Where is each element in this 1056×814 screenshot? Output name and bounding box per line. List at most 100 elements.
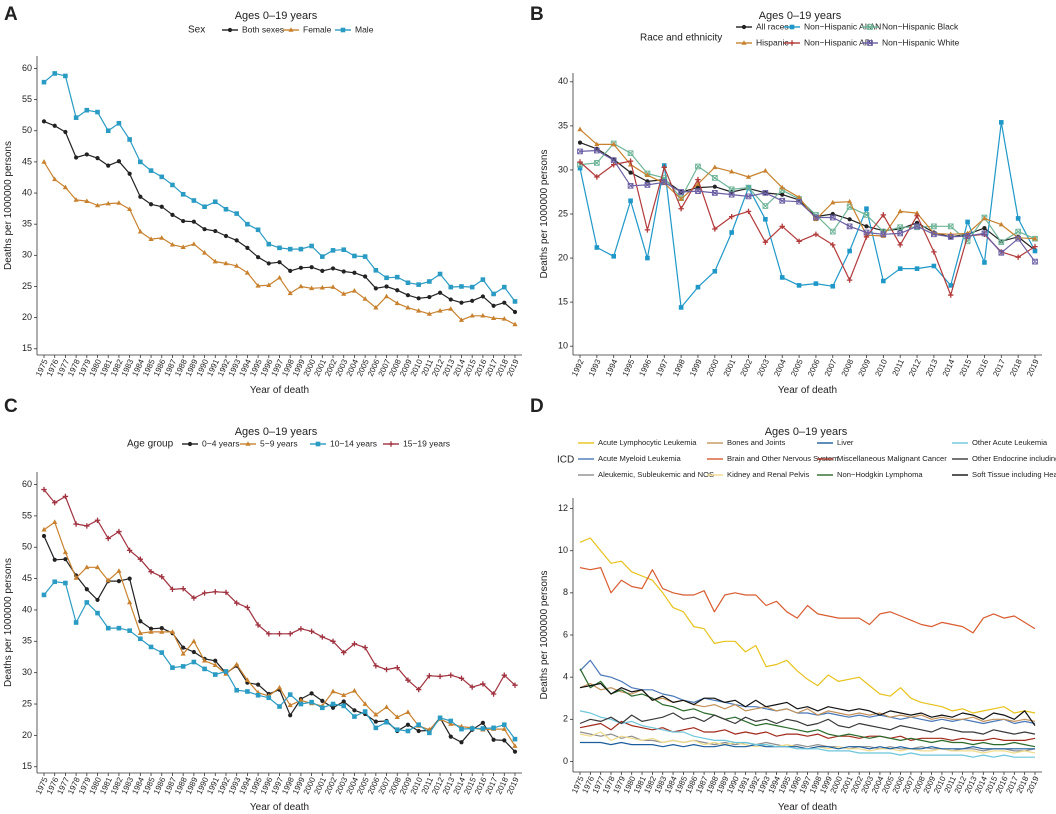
series-Non−Hispanic White: [577, 147, 1038, 265]
data-point: [829, 214, 836, 221]
data-point: [170, 182, 175, 188]
data-point: [981, 230, 988, 237]
legend-label: Non−Hispanic Black: [882, 21, 959, 31]
data-point: [448, 284, 454, 290]
data-point: [362, 709, 368, 714]
data-point: [137, 556, 144, 562]
legend-swatch: [736, 24, 752, 30]
data-point: [41, 486, 47, 493]
data-point: [95, 610, 100, 616]
data-point: [73, 620, 79, 625]
data-point: [796, 198, 802, 205]
data-point: [116, 579, 122, 584]
data-point: [512, 321, 518, 327]
y-tick-label: 8: [563, 587, 568, 597]
data-point: [863, 229, 870, 236]
data-point: [287, 692, 293, 697]
data-point: [501, 722, 507, 728]
data-point: [84, 107, 90, 113]
legend-label: Other Endocrine including Thymus: [972, 454, 1056, 463]
data-point: [159, 204, 164, 209]
data-point: [383, 293, 390, 299]
y-tick-label: 10: [558, 545, 568, 555]
data-point: [127, 171, 132, 176]
data-point: [137, 228, 143, 234]
data-point: [277, 260, 282, 265]
data-point: [728, 191, 735, 198]
data-point: [255, 622, 261, 628]
data-point: [95, 597, 100, 603]
data-point: [191, 595, 197, 601]
data-point: [644, 227, 651, 233]
data-point: [405, 304, 411, 310]
data-point: [383, 666, 390, 673]
data-point: [373, 286, 378, 291]
series-Acute Lymphocytic Leukemia: [579, 537, 1036, 714]
data-point: [501, 726, 507, 731]
data-point: [405, 709, 411, 714]
data-point: [341, 291, 347, 296]
data-point: [745, 174, 752, 179]
data-point: [84, 587, 89, 592]
data-point: [116, 568, 122, 573]
data-point: [394, 664, 400, 671]
data-point: [308, 628, 315, 634]
data-point: [931, 263, 937, 269]
data-point: [309, 691, 314, 696]
data-point: [148, 569, 154, 575]
legend-marker-5: [867, 40, 873, 46]
data-point: [728, 213, 735, 220]
data-point: [245, 245, 250, 250]
data-point: [63, 580, 68, 586]
data-point: [41, 592, 47, 598]
y-tick-label: 4: [563, 672, 568, 682]
data-point: [170, 212, 175, 217]
legend-swatch: [182, 441, 198, 447]
data-point: [127, 628, 132, 633]
data-point: [914, 213, 920, 219]
data-point: [627, 182, 634, 189]
data-point: [202, 666, 207, 672]
legend-marker-0: [227, 27, 233, 33]
data-point: [1015, 234, 1021, 240]
legend-label: Kidney and Renal Pelvis: [727, 470, 810, 479]
data-point: [745, 184, 752, 191]
data-point: [266, 241, 272, 247]
y-tick-label: 55: [22, 510, 32, 520]
legend-label: Non−Hispanic White: [882, 37, 960, 47]
data-point: [762, 168, 768, 173]
data-point: [931, 231, 937, 238]
data-point: [437, 715, 443, 721]
data-point: [611, 254, 617, 259]
data-point: [41, 159, 47, 164]
data-point: [678, 305, 684, 310]
data-point: [373, 304, 379, 310]
y-tick-label: 25: [22, 698, 32, 708]
data-point: [427, 279, 432, 284]
data-point: [41, 119, 47, 124]
data-point: [320, 705, 325, 711]
data-point: [594, 147, 600, 154]
series-line: [579, 668, 1036, 748]
data-point: [298, 697, 304, 703]
y-axis-label: Deaths per 1000000 persons: [539, 571, 550, 700]
y-tick-label: 35: [22, 219, 32, 229]
legend-label: 5−9 years: [260, 438, 298, 448]
data-point: [277, 704, 282, 709]
data-point: [287, 290, 293, 296]
y-tick-label: 50: [22, 125, 32, 135]
panel-title: Ages 0–19 years: [235, 426, 318, 438]
data-point: [384, 284, 389, 289]
data-point: [212, 589, 218, 595]
data-point: [644, 182, 651, 188]
y-tick-label: 25: [558, 208, 568, 218]
data-point: [490, 315, 497, 321]
data-point: [512, 299, 518, 304]
data-point: [762, 203, 769, 209]
y-axis-label: Deaths per 1000000 persons: [3, 141, 14, 270]
data-point: [373, 663, 379, 669]
data-point: [309, 285, 315, 291]
data-point: [298, 701, 304, 707]
data-point: [416, 728, 421, 734]
data-point: [491, 737, 496, 742]
